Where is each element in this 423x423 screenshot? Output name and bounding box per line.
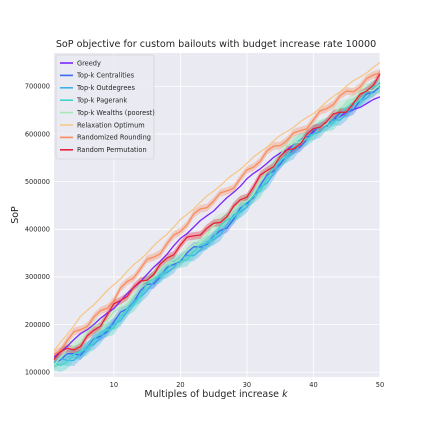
legend-label: Relaxation Optimum	[77, 121, 145, 129]
legend-label: Top-k Centralities	[76, 72, 135, 80]
legend-box	[55, 54, 155, 160]
legend-label: Randomized Rounding	[77, 134, 151, 142]
legend-label: Random Permutation	[77, 146, 147, 154]
x-tick-label: 40	[309, 381, 317, 389]
y-tick-label: 300000	[25, 273, 50, 281]
y-tick-label: 200000	[25, 321, 50, 329]
y-axis-label: SoP	[10, 206, 21, 224]
legend-label: Top-k Wealths (poorest)	[76, 109, 155, 117]
y-tick-label: 700000	[25, 83, 50, 91]
grid	[54, 53, 381, 377]
series-line	[53, 72, 381, 355]
legend-label: Top-k Outdegrees	[76, 84, 135, 92]
y-tick-label: 100000	[25, 369, 50, 377]
chart-title: SoP objective for custom bailouts with b…	[56, 39, 376, 50]
series-lines	[53, 61, 381, 367]
x-tick-label: 30	[243, 381, 251, 389]
x-tick-label: 10	[110, 381, 118, 389]
x-axis-label-text: Multiples of budget increase	[144, 389, 282, 400]
series-line	[53, 61, 381, 352]
x-axis-label: Multiples of budget increase k	[144, 389, 288, 400]
x-tick-label: 20	[176, 381, 184, 389]
series-band	[54, 77, 380, 369]
tick-labels: 10 20 30 40 50 100000 200000 300000 400000 500000…	[25, 83, 384, 389]
legend-label: Greedy	[77, 59, 101, 67]
series-line	[53, 73, 381, 360]
legend: Greedy Top-k Centralities Top-k Outdegrees…	[55, 54, 155, 160]
x-tick-label: 50	[376, 381, 384, 389]
y-tick-label: 600000	[25, 130, 50, 138]
x-axis-label-symbol: k	[282, 389, 288, 400]
y-tick-label: 500000	[25, 178, 50, 186]
legend-label: Top-k Pagerank	[76, 97, 127, 105]
series-band	[54, 70, 380, 364]
series-band	[54, 69, 380, 359]
y-tick-label: 400000	[25, 226, 50, 234]
series-band	[54, 81, 380, 368]
